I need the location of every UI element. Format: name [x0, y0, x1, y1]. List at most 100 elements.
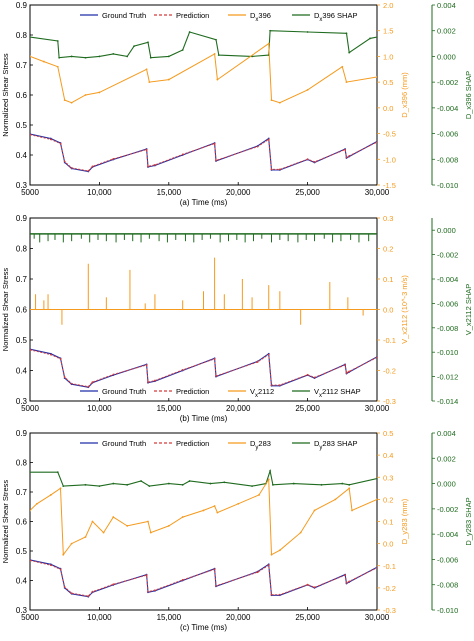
shap-line-point	[217, 54, 220, 57]
shap-line-point	[376, 477, 377, 480]
prediction-line-point	[278, 593, 281, 596]
feature-line-point	[237, 502, 240, 505]
y3-tick-label: -0.006	[437, 130, 458, 139]
feature-line	[30, 42, 377, 104]
legend-label: Dy283 SHAP	[314, 439, 357, 451]
shap-line-point	[56, 40, 59, 42]
shap-line-point	[56, 471, 59, 474]
y3-tick-label: -0.008	[437, 324, 458, 333]
prediction-line-point	[147, 590, 149, 593]
shap-line-point	[98, 485, 101, 487]
x-tick-label: 15,000	[157, 613, 182, 622]
feature-line-point	[216, 511, 219, 514]
prediction-line-point	[70, 592, 73, 595]
x-tick-label: 20,000	[226, 404, 251, 413]
y2-tick-label: 1.0	[383, 52, 393, 61]
prediction-line-point	[213, 358, 216, 360]
shap-line	[30, 30, 377, 59]
y3-tick-label: 0.004	[437, 429, 456, 438]
feature-line-point	[49, 494, 52, 496]
prediction-line-point	[49, 138, 52, 141]
panel-caption: (a) Time (ms)	[180, 198, 228, 207]
prediction-line-point	[87, 170, 90, 172]
shap-line-point	[320, 483, 323, 486]
shap-line-point	[30, 471, 31, 474]
series-group	[30, 468, 377, 598]
prediction-line-point	[87, 385, 90, 388]
legend-label-rest: 396 SHAP	[322, 11, 357, 20]
prediction-line	[30, 349, 377, 388]
prediction-line-point	[256, 361, 259, 363]
shap-line-point	[292, 482, 295, 485]
y3-axis-label: D_x396 SHAP	[464, 71, 473, 119]
feature-line-point	[126, 525, 129, 527]
shap-line-point	[306, 31, 309, 33]
feature-line-point	[70, 542, 73, 545]
prediction-line-point	[59, 358, 62, 360]
y3-tick-label: -0.002	[437, 251, 458, 260]
shap-line-point	[348, 483, 351, 486]
prediction-line-point	[270, 384, 273, 387]
y2-tick-label: 0.2	[383, 495, 393, 504]
y2-tick-label: 0.4	[383, 451, 393, 460]
y-tick-label: 0.4	[16, 367, 28, 376]
legend-label-rest: 396	[258, 11, 271, 20]
y-tick-label: 0.3	[16, 606, 28, 615]
y3-tick-label: -0.014	[437, 397, 458, 406]
shap-line-point	[126, 55, 129, 58]
shap-line-point	[30, 36, 31, 39]
y2-tick-label: 0.1	[383, 518, 393, 527]
feature-line-point	[167, 78, 170, 81]
y2-axis-label: D_y283 (mm)	[400, 498, 409, 544]
shap-line-point	[147, 41, 149, 44]
prediction-line-point	[112, 373, 115, 376]
shap-line	[30, 468, 377, 487]
shap-line-point	[112, 482, 115, 485]
shap-line-point	[112, 52, 115, 55]
legend-label-main: D	[314, 439, 320, 448]
prediction-line-point	[348, 155, 351, 157]
shap-line-point	[376, 36, 377, 39]
prediction-line-point	[147, 381, 149, 383]
legend-label-main: V	[250, 387, 255, 396]
y-tick-label: 0.5	[16, 547, 28, 556]
x-tick-label: 15,000	[157, 188, 182, 197]
x-tick-label: 25,000	[295, 613, 320, 622]
feature-line-point	[267, 42, 270, 45]
y3-tick-label: -0.002	[437, 78, 458, 87]
feature-line-point	[202, 509, 205, 512]
prediction-line-point	[376, 566, 377, 569]
prediction-line	[30, 559, 377, 597]
prediction-line-point	[30, 133, 31, 136]
y3-tick-label: -0.002	[437, 505, 458, 514]
feature-line-point	[278, 549, 281, 552]
y-tick-label: 0.8	[16, 245, 28, 254]
y-tick-label: 0.5	[16, 336, 28, 345]
feature-line-point	[59, 487, 62, 490]
prediction-line-point	[313, 586, 316, 589]
prediction-line-point	[154, 164, 156, 166]
truth-line	[30, 348, 377, 388]
feature-line-point	[147, 520, 149, 523]
prediction-line-point	[267, 564, 270, 567]
prediction-line-point	[70, 382, 73, 385]
feature-line	[30, 477, 377, 557]
prediction-line-point	[313, 376, 316, 379]
legend-label-main: Prediction	[176, 387, 209, 396]
shap-line-point	[188, 480, 191, 482]
legend: Ground Truth Prediction Dy283 Dy283 SHAP	[80, 439, 357, 451]
prediction-line-point	[63, 586, 66, 588]
feature-line-point	[345, 81, 348, 84]
y2-tick-label: 0.0	[383, 540, 393, 549]
panel-3: 5000 10,000 15,000 20,000 25,000 30,000 (c) Ti…	[1, 429, 473, 632]
prediction-line-point	[213, 568, 216, 571]
legend-label-sub: x	[319, 393, 322, 399]
truth-line	[30, 559, 377, 598]
y-tick-label: 0.8	[16, 459, 28, 468]
legend-label: Prediction	[176, 387, 209, 396]
y2-tick-label: -0.3	[383, 606, 396, 615]
y2-tick-label: -0.1	[383, 336, 396, 345]
y3-tick-label: 0.002	[437, 27, 456, 36]
legend-label: Ground Truth	[102, 387, 146, 396]
